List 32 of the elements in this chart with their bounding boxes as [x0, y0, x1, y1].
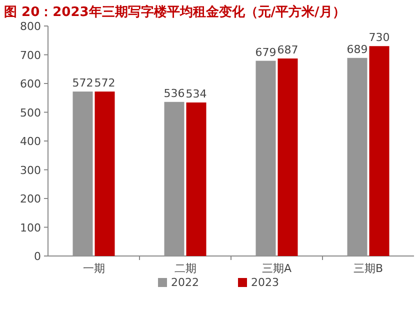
bar	[278, 58, 298, 256]
y-tick-label: 700	[20, 48, 41, 62]
y-tick-label: 600	[20, 78, 41, 90]
y-tick-label: 200	[20, 192, 41, 206]
bar	[347, 58, 368, 256]
data-label: 534	[186, 87, 207, 100]
y-tick-label: 500	[20, 106, 41, 120]
y-tick-label: 400	[20, 135, 41, 148]
data-label: 730	[368, 31, 390, 44]
x-tick-label: 二期	[174, 262, 196, 275]
data-label: 536	[164, 86, 185, 100]
y-tick-label: 100	[20, 221, 41, 234]
legend-label: 2022	[171, 276, 199, 289]
bar	[369, 46, 390, 256]
x-tick-label: 三期B	[353, 262, 384, 275]
x-tick-label: 一期	[82, 262, 105, 275]
bar	[186, 102, 206, 256]
data-label: 689	[346, 42, 368, 56]
x-tick-label: 三期A	[262, 262, 292, 275]
bar	[94, 92, 115, 256]
y-tick-label: 300	[20, 164, 41, 177]
bar	[256, 60, 276, 256]
data-label: 572	[72, 76, 94, 90]
legend-label: 2023	[251, 276, 279, 289]
chart-title: 图 20：2023年三期写字楼平均租金变化（元/平方米/月）	[4, 4, 346, 20]
data-label: 572	[94, 76, 116, 90]
data-label: 679	[255, 46, 276, 59]
y-tick-label: 800	[20, 20, 41, 33]
bar	[164, 102, 184, 256]
bar	[72, 92, 93, 256]
data-label: 687	[277, 43, 298, 56]
y-tick-label: 0	[34, 250, 41, 263]
